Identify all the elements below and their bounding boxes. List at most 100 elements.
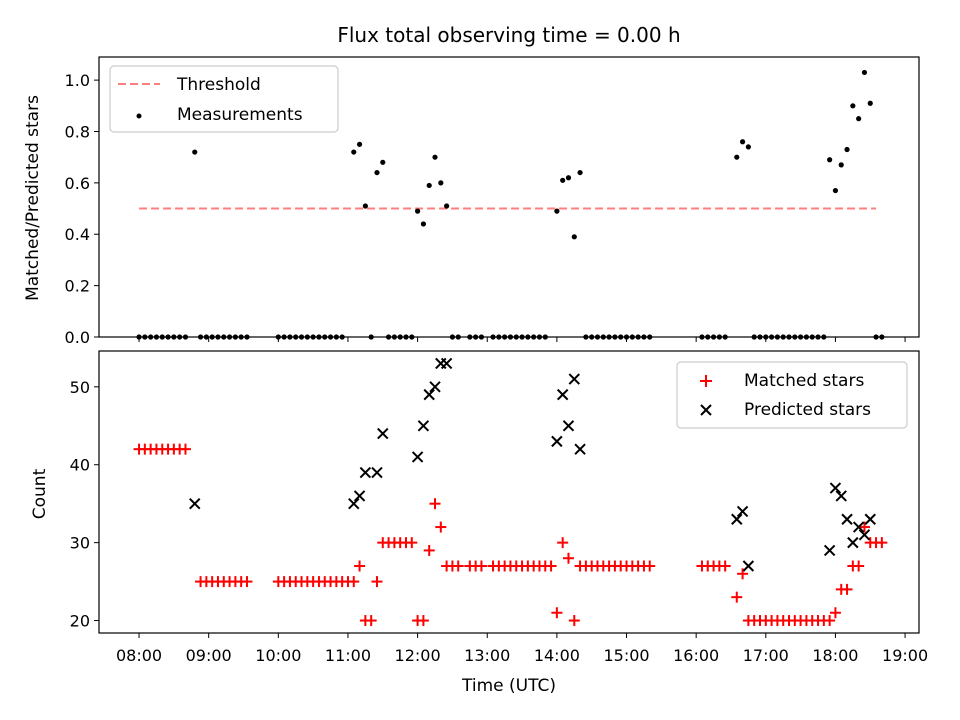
x-tick-label: 09:00 [186,646,232,665]
top-legend-box [109,65,339,133]
predicted-star-point [568,373,580,385]
measurement-point [745,144,751,150]
x-tick-label: 16:00 [673,646,719,665]
bottom-x-axis-label: Time (UTC) [461,676,556,696]
matched-star-point [876,537,888,549]
measurement-point [420,221,427,227]
y-tick-label: 40 [70,456,90,475]
legend-measurements-label: Measurements [177,105,303,125]
matched-star-point [731,591,743,603]
top-panel: 0.0 0.2 0.4 0.6 0.8 1.0 Matched/Predicted sta… [23,56,920,347]
predicted-star-point [353,490,366,502]
y-tick-label: 30 [70,534,90,553]
predicted-star-point [858,529,871,541]
x-tick-label: 14:00 [534,646,580,665]
matched-star-point [858,521,870,533]
y-tick-label: 0.0 [65,328,90,347]
measurement-point [438,180,444,186]
legend-matched-swatch [700,375,712,387]
legend-predicted-swatch [700,404,712,416]
x-tick-label: 17:00 [743,646,789,665]
predicted-star-point [371,466,383,479]
predicted-star-point [841,513,853,525]
legend-measurements-swatch [136,113,142,119]
measurement-point [861,69,868,76]
top-y-ticks: 0.0 0.2 0.4 0.6 0.8 1.0 [65,71,99,347]
predicted-star-point [736,505,749,518]
measurement-point [414,208,421,214]
x-tick-label: 11:00 [325,646,371,665]
top-x-ticks [138,337,906,342]
y-tick-label: 0.4 [65,225,90,244]
matched-star-point [406,537,418,549]
measurement-point [838,162,844,168]
x-tick-label: 12:00 [395,646,441,665]
predicted-star-point [852,521,865,533]
predicted-star-point [829,482,842,494]
predicted-star-point [551,435,563,448]
matched-star-point [423,544,435,556]
matched-star-point [354,560,366,572]
matched-star-point [644,560,656,572]
x-tick-label: 10:00 [255,646,301,665]
legend-threshold-label: Threshold [176,75,261,95]
predicted-star-point [411,451,424,463]
predicted-star-point [429,381,441,393]
x-tick-label: 13:00 [464,646,510,665]
measurement-point [432,154,438,160]
y-tick-label: 20 [70,612,90,631]
predicted-star-point [417,420,430,432]
bottom-y-ticks: 20 30 40 50 [70,378,99,631]
matched-star-point [241,576,253,588]
measurement-point [426,182,432,189]
measurement-point [832,187,839,194]
matched-star-point [371,576,383,588]
bottom-panel: 20 30 40 50 08:00 09:00 10:00 11:00 12:00 13:00 1… [30,350,928,696]
matched-star-point [348,576,360,588]
measurement-point [362,203,368,209]
matched-star-point [475,560,487,572]
matched-star-point [452,560,464,572]
measurement-point [856,116,862,122]
matched-star-point [429,498,441,510]
x-tick-label: 18:00 [812,646,858,665]
measurement-point [844,146,850,153]
measurement-point [560,177,566,183]
matched-star-point [737,568,749,580]
measurement-point [192,149,198,155]
predicted-star-point [348,497,360,510]
measurement-point [565,175,572,181]
measurement-point [380,159,386,165]
predicted-star-point [731,513,743,525]
y-tick-label: 50 [70,378,90,397]
matched-star-point [557,537,569,549]
measurement-point [734,154,740,160]
matched-star-point [853,560,865,572]
measurement-point [867,100,873,106]
predicted-star-point [189,497,201,510]
predicted-star-point [864,513,876,525]
y-tick-label: 0.2 [65,277,90,296]
measurement-point [571,234,577,240]
measurement-point [739,139,746,145]
legend-matched-label: Matched stars [744,371,864,391]
matched-star-point [551,607,563,619]
bottom-plot-marks [133,357,888,627]
matched-star-point [545,560,557,572]
predicted-star-point [562,420,575,432]
matched-star-point [841,583,853,595]
measurement-point [827,157,833,163]
y-tick-label: 0.6 [65,174,90,193]
matched-star-point [417,615,429,627]
matched-star-point [824,615,836,627]
matched-star-point [568,615,580,627]
predicted-star-point [742,560,755,572]
measurement-point [351,149,357,155]
measurement-point [374,169,380,176]
top-axes-frame [98,56,920,338]
measurement-point [850,103,856,109]
predicted-star-point [574,443,586,455]
y-tick-label: 0.8 [65,122,90,141]
bottom-legend-box [676,361,908,429]
